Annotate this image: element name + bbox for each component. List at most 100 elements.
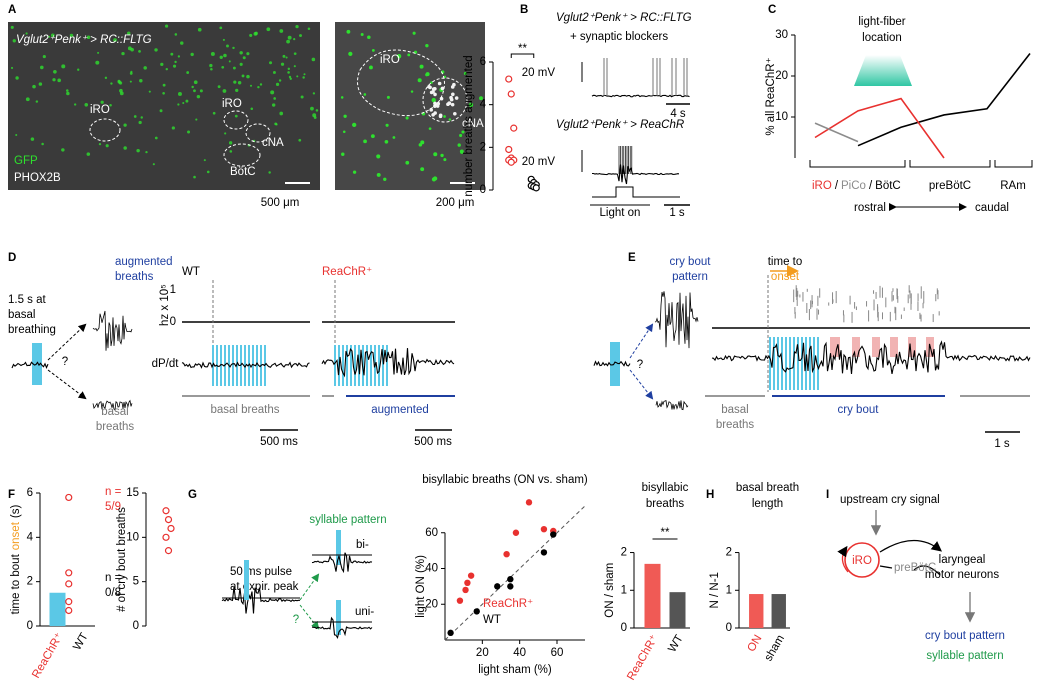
panel-letter: H: [706, 489, 714, 501]
arrow: [47, 323, 87, 361]
y-tick-label: 0: [133, 620, 139, 632]
gfp-cell: [385, 123, 389, 127]
region-outlines: [89, 49, 468, 167]
label: Vglut2⁺Penk⁺ > RC::FLTG: [16, 34, 152, 46]
histology-image: [8, 22, 320, 190]
label: WT: [182, 266, 200, 278]
gfp-cell: [210, 51, 215, 56]
gfp-cell: [171, 126, 175, 130]
y-tick-label: 2: [621, 547, 627, 559]
legend-label: ReaChR⁺: [483, 598, 533, 610]
syllable-shade: [890, 337, 898, 357]
label: n =: [105, 572, 122, 584]
y-tick-label: 10: [126, 531, 139, 543]
gfp-cell: [61, 148, 65, 152]
gfp-cell: [363, 93, 367, 96]
gfp-cell: [165, 67, 168, 71]
gfp-cell: [84, 102, 89, 107]
gfp-cell: [86, 35, 91, 40]
gfp-cell: [386, 95, 390, 99]
gfp-cell: [222, 38, 225, 41]
label: iRO: [90, 104, 110, 116]
x-tick-label: ReaChR⁺: [30, 631, 65, 680]
label: basal: [721, 404, 749, 416]
gfp-cell: [348, 51, 353, 57]
gfp-cell: [296, 75, 299, 78]
gfp-cell: [425, 43, 429, 48]
gfp-cell: [193, 80, 198, 85]
y-tick-label: 4: [480, 99, 487, 111]
gfp-cell: [420, 167, 425, 172]
gfp-cell: [280, 62, 285, 66]
label: **: [661, 527, 670, 539]
trace: [11, 361, 49, 370]
gfp-cell: [370, 134, 375, 139]
gfp-cell: [119, 88, 123, 93]
label: upstream cry signal: [840, 494, 940, 506]
region-brackets: [809, 160, 1033, 211]
gfp-cell: [50, 33, 55, 38]
gfp-cell: [315, 109, 319, 112]
label: 0/8: [105, 587, 121, 599]
gfp-cell: [376, 172, 381, 177]
data-point: [507, 158, 515, 166]
gfp-cell: [312, 92, 316, 95]
gfp-cell: [177, 103, 180, 106]
gfp-cell: [274, 122, 278, 126]
label: + synaptic blockers: [570, 31, 668, 43]
gfp-cell: [180, 41, 184, 45]
gfp-cell: [129, 72, 133, 75]
label: Vglut2⁺Penk⁺ > ReaChR: [556, 119, 684, 131]
label: 20 mV: [522, 67, 556, 79]
label: iRO: [852, 555, 872, 567]
syllable-shade: [830, 337, 840, 357]
gfp-cell: [154, 48, 158, 52]
label: 0: [170, 316, 176, 328]
gfp-cell: [352, 170, 357, 174]
gfp-cell: [376, 154, 381, 159]
bar: [644, 563, 661, 628]
label: augmented: [371, 404, 429, 416]
axis-label: time to bout onset (s): [10, 505, 22, 615]
syllable-shade: [872, 337, 880, 357]
gfp-cell: [15, 134, 18, 137]
data-point: [167, 524, 175, 533]
gfp-cell: [249, 33, 253, 37]
data-point: [464, 579, 471, 586]
histology-inset: [335, 22, 485, 190]
gfp-cell: [287, 67, 291, 71]
label: 50 ms pulse: [230, 566, 292, 578]
gfp-cell: [32, 84, 36, 89]
label: laryngeal: [939, 554, 986, 566]
gfp-cell: [363, 139, 367, 144]
gfp-cell: [104, 76, 108, 80]
gfp-cell: [440, 153, 444, 158]
label: 1 s: [994, 438, 1010, 450]
phox2b-cell: [438, 114, 443, 119]
gfp-cell: [479, 96, 483, 101]
label: GFP: [14, 155, 38, 167]
phox2b-cell: [450, 102, 455, 107]
gfp-cell: [288, 75, 292, 79]
gfp-cell: [10, 66, 14, 70]
gfp-cell: [187, 130, 191, 134]
gfp-cell: [41, 142, 44, 146]
y-tick-label: 60: [425, 527, 438, 539]
bar: [771, 594, 786, 628]
gfp-cell: [191, 85, 194, 89]
label: cry bout: [838, 404, 880, 416]
bar: [49, 592, 66, 626]
label: cNA: [262, 137, 284, 149]
y-tick-label: 20: [775, 70, 788, 82]
data-point: [540, 549, 548, 556]
label: breaths: [115, 271, 154, 283]
gfp-cell: [100, 100, 104, 104]
gfp-cell: [12, 39, 16, 43]
gfp-cell: [431, 97, 436, 103]
trace: [655, 400, 689, 411]
gfp-cell: [457, 143, 461, 147]
trace: [181, 361, 310, 369]
gfp-cell: [138, 50, 141, 53]
gfp-cell: [197, 27, 202, 32]
label: preBötC: [894, 562, 936, 574]
